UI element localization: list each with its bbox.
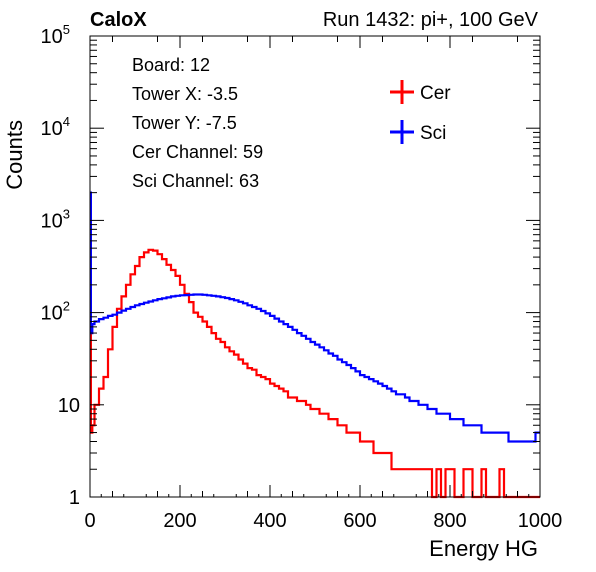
y-tick-label: 1 (69, 487, 80, 509)
experiment-label: CaloX (90, 9, 147, 31)
run-info-label: Run 1432: pi+, 100 GeV (323, 9, 539, 31)
x-axis-label: Energy HG (429, 536, 538, 561)
legend-label-cer: Cer (420, 83, 451, 104)
series-line-sci (89, 191, 540, 443)
series-layer (89, 191, 540, 499)
y-tick-label: 10 (58, 395, 80, 417)
channel-info-box: Board: 12 Tower X: -3.5 Tower Y: -7.5 Ce… (132, 55, 263, 191)
legend-label-sci: Sci (420, 123, 446, 144)
legend-marker-sci (390, 120, 414, 144)
info-cer-channel: Cer Channel: 59 (132, 142, 263, 162)
info-tower-y: Tower Y: -7.5 (132, 113, 237, 133)
x-tick-labels: 0 200 400 600 800 1000 (84, 510, 562, 532)
axis-ticks (89, 35, 541, 498)
y-axis-label: Counts (2, 120, 27, 190)
plot-frame (89, 35, 541, 498)
series-line-cer (89, 191, 540, 499)
x-tick-label: 200 (163, 510, 196, 532)
info-tower-x: Tower X: -3.5 (132, 84, 238, 104)
info-sci-channel: Sci Channel: 63 (132, 171, 259, 191)
x-tick-label: 400 (253, 510, 286, 532)
x-tick-label: 800 (433, 510, 466, 532)
x-tick-label: 600 (343, 510, 376, 532)
legend-marker-cer (390, 80, 414, 104)
legend: Cer Sci (390, 80, 451, 144)
x-tick-label: 1000 (518, 510, 563, 532)
x-tick-label: 0 (84, 510, 95, 532)
info-board: Board: 12 (132, 55, 210, 75)
